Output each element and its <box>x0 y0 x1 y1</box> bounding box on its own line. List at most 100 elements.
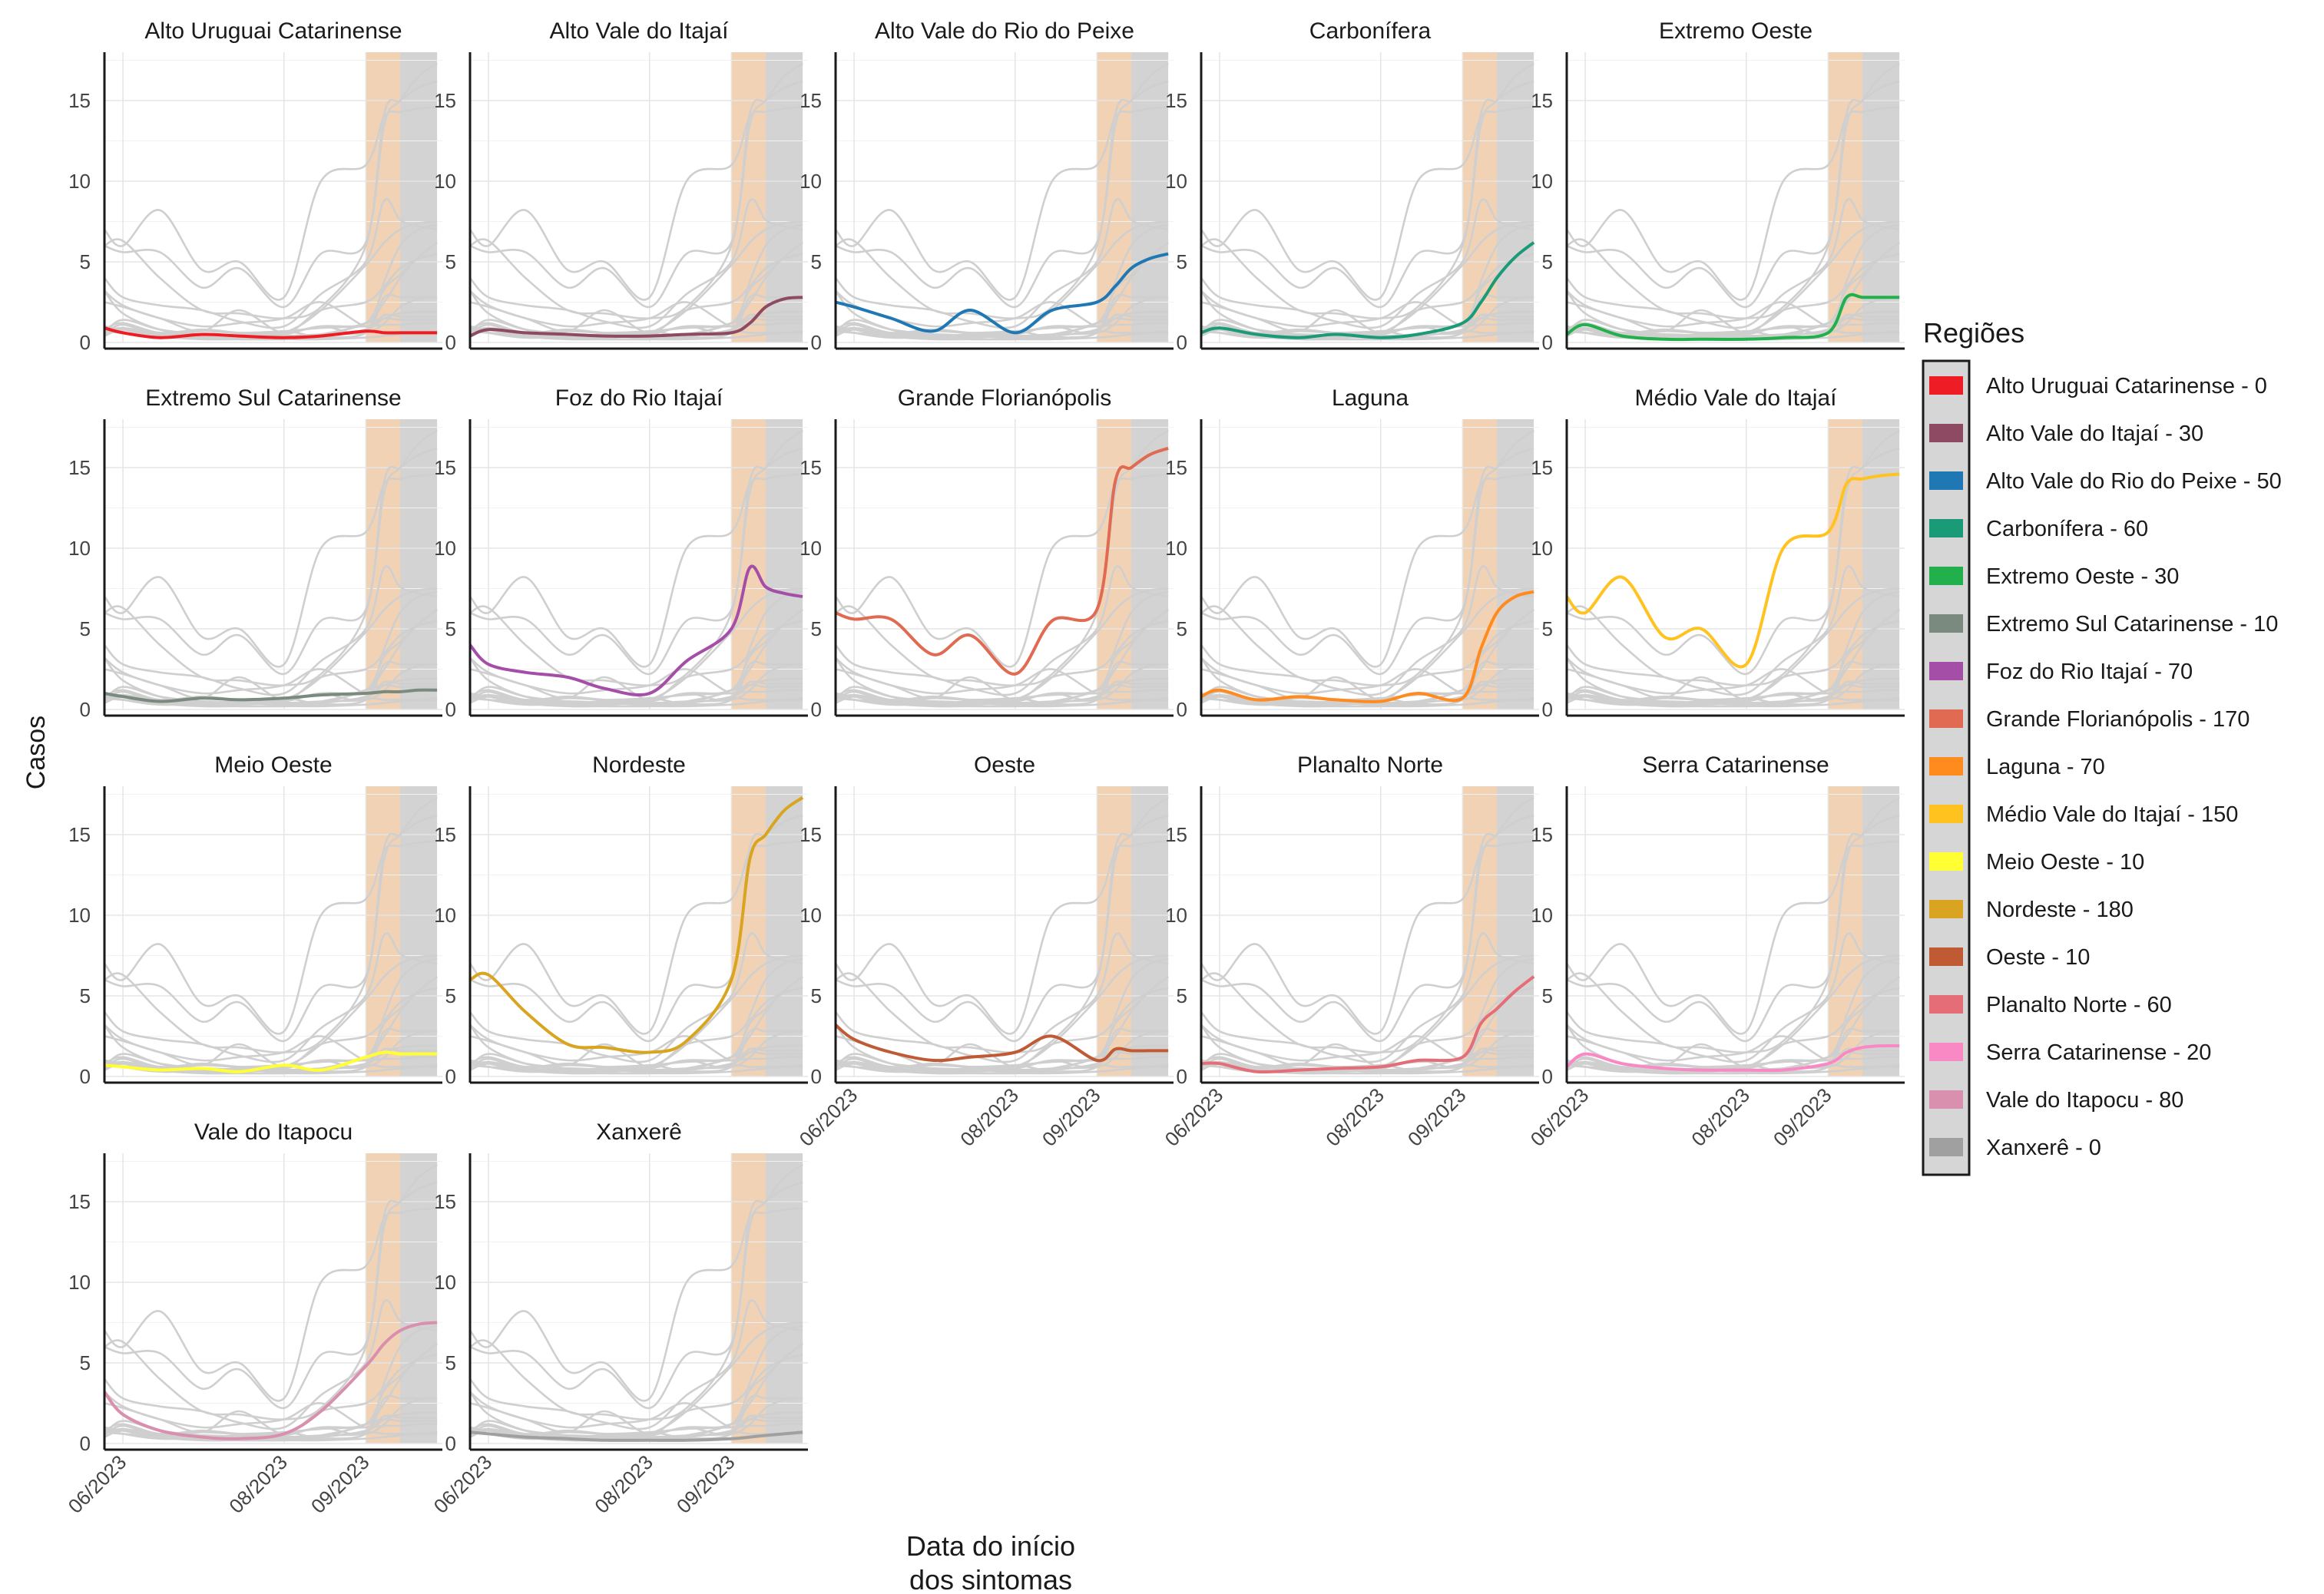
y-tick-label: 10 <box>799 170 822 193</box>
y-tick-label: 15 <box>799 456 822 479</box>
background-series-line <box>1200 587 1534 706</box>
background-series-line <box>469 198 803 329</box>
x-tick-label: 09/2023 <box>1403 1083 1471 1151</box>
background-series-line <box>1566 656 1900 695</box>
background-series-line <box>1200 840 1534 1035</box>
background-series-line <box>1200 330 1534 341</box>
panel-title: Alto Vale do Itajaí <box>550 18 730 44</box>
y-tick-label: 5 <box>80 250 91 273</box>
y-tick-label: 15 <box>1165 89 1187 112</box>
y-tick-label: 5 <box>80 984 91 1007</box>
background-series-line <box>1200 954 1534 1073</box>
y-tick-label: 10 <box>68 537 91 560</box>
background-series-line <box>469 975 803 1073</box>
y-tick-label: 5 <box>1542 984 1553 1007</box>
y-tick-label: 0 <box>1542 698 1553 721</box>
background-series-line <box>469 840 803 1035</box>
legend-label: Oeste - 10 <box>1986 945 2090 970</box>
panel-13: 0 5 10 15 Planalto Norte 06/2023 08/2023 09/202… <box>1160 752 1539 1151</box>
background-series-line <box>469 289 803 328</box>
background-series-line <box>469 473 803 668</box>
background-series-line <box>1566 289 1900 328</box>
y-tick-label: 0 <box>80 698 91 721</box>
background-series-line <box>835 1064 1169 1075</box>
background-series-line <box>104 429 438 687</box>
background-series-line <box>1200 1024 1534 1062</box>
background-series-line <box>469 62 803 320</box>
y-tick-label: 15 <box>434 1190 456 1213</box>
panel-11: 0 5 10 15 Nordeste <box>434 752 808 1088</box>
background-series-line <box>834 587 1169 706</box>
y-tick-label: 5 <box>1542 250 1553 273</box>
legend-swatch <box>1929 947 1963 966</box>
y-tick-label: 10 <box>1531 904 1553 927</box>
background-series-line <box>1200 198 1534 329</box>
series-line <box>104 688 438 703</box>
background-series-line <box>469 429 803 687</box>
panel-title: Meio Oeste <box>214 752 332 778</box>
x-tick-label: 08/2023 <box>224 1450 292 1518</box>
series-line <box>104 1050 438 1073</box>
y-tick-label: 15 <box>1531 456 1553 479</box>
y-tick-label: 5 <box>1177 617 1187 640</box>
y-tick-label: 0 <box>445 1065 456 1088</box>
panel-16: 0 5 10 15 Xanxerê 06/2023 08/2023 09/2023 <box>429 1119 808 1518</box>
y-tick-label: 0 <box>1177 1065 1187 1088</box>
background-series-line <box>1566 565 1900 696</box>
legend-swatch <box>1929 1138 1963 1156</box>
panel-title: Alto Uruguai Catarinense <box>144 18 402 44</box>
x-tick-label: 08/2023 <box>1687 1083 1754 1151</box>
background-series-line <box>835 198 1169 329</box>
background-series-line <box>469 1163 803 1421</box>
y-tick-label: 5 <box>445 1351 456 1374</box>
background-series-line <box>1566 198 1900 329</box>
background-series-line <box>104 656 438 695</box>
background-series-line <box>1566 932 1900 1063</box>
legend-swatch <box>1929 471 1963 490</box>
panel-4: 0 5 10 15 Extremo Oeste <box>1531 18 1905 354</box>
legend-swatch <box>1929 519 1963 537</box>
panel-6: 0 5 10 15 Foz do Rio Itajaí <box>434 385 808 721</box>
panel-title: Médio Vale do Itajaí <box>1635 385 1838 411</box>
background-series-line <box>469 656 803 695</box>
y-tick-label: 15 <box>799 823 822 846</box>
background-series-line <box>1566 1024 1900 1062</box>
background-series-line <box>835 330 1169 341</box>
legend-label: Foz do Rio Itajaí - 70 <box>1986 660 2193 684</box>
panel-9: 0 5 10 15 Médio Vale do Itajaí <box>1531 385 1905 721</box>
panel-title: Nordeste <box>592 752 686 778</box>
series-line <box>835 252 1169 335</box>
background-series-line <box>1566 796 1900 1054</box>
x-tick-label: 09/2023 <box>1038 1083 1105 1151</box>
y-tick-label: 0 <box>1177 331 1187 354</box>
y-tick-label: 10 <box>434 1271 456 1294</box>
x-tick-label: 09/2023 <box>672 1450 740 1518</box>
y-tick-label: 5 <box>811 250 822 273</box>
background-series-line <box>1200 656 1534 695</box>
y-tick-label: 5 <box>811 984 822 1007</box>
legend-swatch <box>1929 1043 1963 1061</box>
y-tick-label: 10 <box>799 537 822 560</box>
background-series-line <box>469 697 803 708</box>
legend-label: Alto Uruguai Catarinense - 0 <box>1986 374 2267 398</box>
legend-label: Xanxerê - 0 <box>1986 1136 2101 1160</box>
background-series-line <box>1200 429 1534 687</box>
background-series-line <box>469 241 803 339</box>
panel-title: Extremo Sul Catarinense <box>145 385 402 411</box>
x-tick-label: 09/2023 <box>306 1450 374 1518</box>
background-series-line <box>469 1024 803 1062</box>
background-series-line <box>104 1207 438 1402</box>
panel-title: Extremo Oeste <box>1659 18 1813 44</box>
x-tick-label: 08/2023 <box>590 1450 657 1518</box>
legend-label: Vale do Itapocu - 80 <box>1986 1088 2183 1113</box>
background-series-line <box>1200 796 1534 1054</box>
panel-3: 0 5 10 15 Carbonífera <box>1165 18 1539 354</box>
background-series-line <box>835 840 1169 1035</box>
legend-swatch <box>1929 900 1963 918</box>
background-series-line <box>1565 587 1900 706</box>
x-axis-label-line: dos sintomas <box>909 1564 1072 1590</box>
y-tick-label: 15 <box>68 456 91 479</box>
y-tick-label: 10 <box>68 170 91 193</box>
legend-title: Regiões <box>1923 317 2024 349</box>
